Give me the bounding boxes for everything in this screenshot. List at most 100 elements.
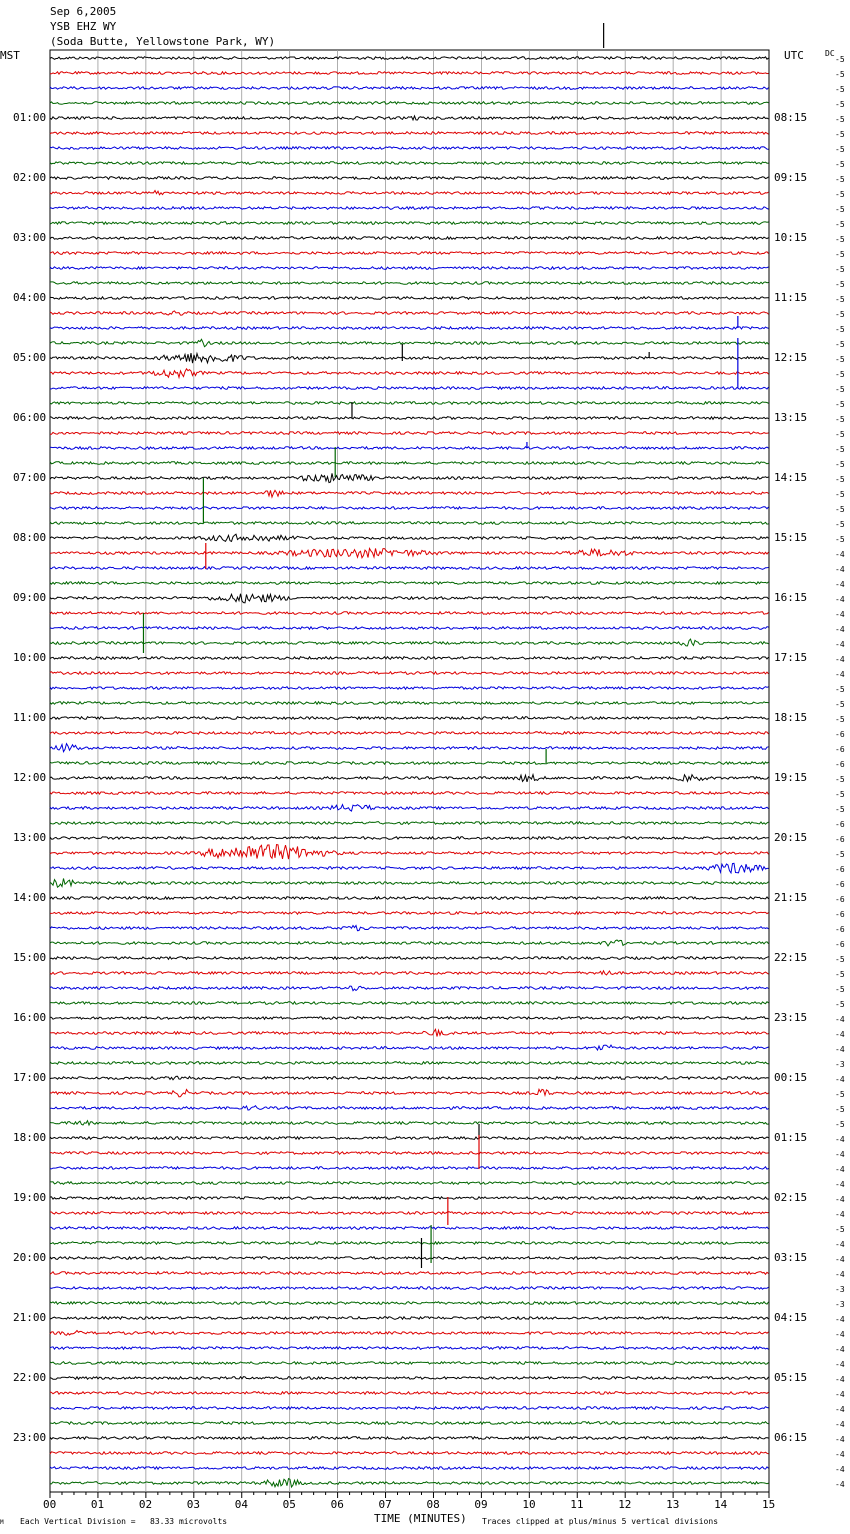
right-hour-label: 06:15 [774,1431,808,1444]
dc-offset-label: -4 [835,1375,845,1384]
trace-line [50,70,769,76]
dc-offset-label: -6 [835,730,845,739]
right-hour-label: 09:15 [774,171,808,184]
dc-offset-label: -4 [835,1195,845,1204]
dc-offset-label: -5 [835,310,845,319]
dc-offset-label: -5 [835,205,845,214]
dc-offset-label: -5 [835,460,845,469]
left-hour-label: 17:00 [13,1071,47,1084]
trace-line [49,939,769,947]
trace-line [50,1210,769,1216]
dc-offset-label: -5 [835,70,845,79]
dc-offset-label: -4 [835,1450,845,1459]
right-hour-label: 13:15 [774,411,808,424]
trace-line [49,1315,769,1321]
dc-offset-label: -4 [835,1015,845,1024]
trace-line [49,1300,769,1306]
trace-line [49,670,769,676]
dc-offset-label: -5 [835,325,845,334]
right-hour-label: 00:15 [774,1071,808,1084]
trace-line [49,489,769,499]
x-tick-label: 06 [330,1498,344,1511]
dc-offset-label: -5 [835,1120,845,1129]
dc-offset-label: -3 [835,1285,845,1294]
dc-offset-label: -4 [835,625,845,634]
x-tick-label: 08 [426,1498,440,1511]
trace-line [49,114,769,122]
trace-line [49,473,769,484]
dc-offset-label: -5 [835,295,845,304]
left-hour-label: 10:00 [13,651,47,664]
trace-line [49,1255,769,1261]
x-tick-label: 04 [234,1498,248,1511]
trace-line [49,400,769,406]
x-tick-label: 01 [90,1498,105,1511]
x-tick-label: 02 [138,1498,153,1511]
dc-offset-label: -5 [835,970,845,979]
trace-line [49,1329,769,1336]
x-tick-label: 05 [282,1498,296,1511]
trace-line [49,1075,769,1081]
trace-line [49,1135,769,1141]
x-tick-label: 14 [714,1498,728,1511]
dc-offset-label: -6 [835,925,845,934]
dc-offset-label: -6 [835,745,845,754]
trace-line [49,1435,769,1441]
trace-line [49,820,769,826]
left-hour-label: 20:00 [13,1251,47,1264]
trace-line [49,1165,769,1171]
trace-line [49,924,769,932]
dc-offset-label: -4 [835,565,845,574]
right-hour-label: 01:15 [774,1131,808,1144]
dc-offset-label: -4 [835,1270,845,1279]
left-hour-label: 04:00 [13,291,47,304]
trace-line [49,803,769,812]
trace-line [49,742,769,754]
trace-line [49,1195,769,1201]
x-tick-label: 07 [378,1498,392,1511]
left-hour-label: 03:00 [13,231,47,244]
trace-line [49,1060,769,1066]
trace-line [49,1375,769,1381]
trace-line [49,280,769,286]
dc-offset-label: -5 [835,220,845,229]
right-hour-label: 11:15 [774,291,808,304]
right-hour-label: 14:15 [774,471,808,484]
trace-line [49,790,769,796]
trace-line [49,100,769,106]
dc-offset-label: -5 [835,1225,845,1234]
trace-line [49,1119,769,1127]
dc-offset-label: -4 [835,640,845,649]
dc-offset-label: -4 [835,1330,845,1339]
x-tick-label: 00 [43,1498,57,1511]
dc-offset-label: -4 [835,1435,845,1444]
dc-offset-label: -4 [835,1465,845,1474]
trace-line [50,1000,769,1006]
x-tick-label: 15 [762,1498,776,1511]
left-hour-label: 07:00 [13,471,47,484]
trace-line [49,310,769,316]
trace-line [49,1044,769,1052]
trace-line [49,85,769,91]
trace-line [49,565,769,571]
trace-line [49,460,769,466]
trace-line [49,844,769,860]
dc-offset-label: -4 [835,1255,845,1264]
trace-line [49,1087,769,1098]
trace-line [49,220,769,226]
left-hour-label: 14:00 [13,891,47,904]
trace-line [49,1240,769,1246]
dc-offset-label: -5 [835,805,845,814]
scale-note: Each Vertical Division = 83.33 microvolt… [20,1517,228,1526]
dc-offset-label: -5 [835,535,845,544]
trace-line [49,505,769,511]
dc-offset-label: -5 [835,340,845,349]
left-hour-label: 01:00 [13,111,47,124]
clip-note: Traces clipped at plus/minus 5 vertical … [482,1517,719,1526]
trace-line [49,533,769,543]
dc-offset-label: -3 [835,1060,845,1069]
mst-label: MST [0,49,20,62]
dc-offset-label: -5 [835,1105,845,1114]
trace-line [49,1360,769,1366]
